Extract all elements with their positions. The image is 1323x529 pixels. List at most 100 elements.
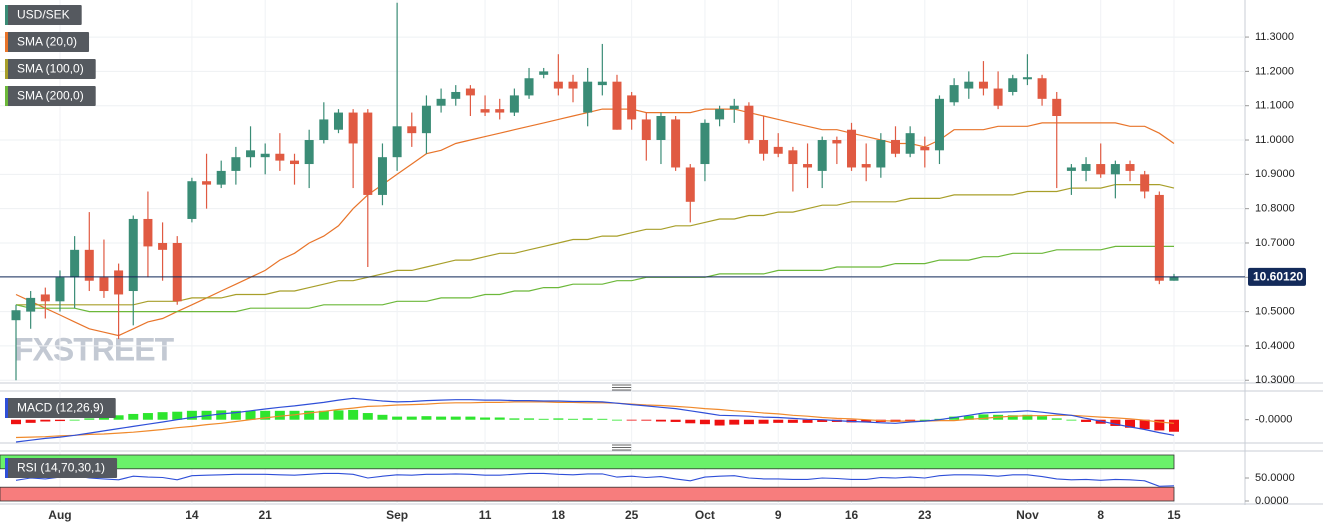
legend-box [5, 5, 82, 25]
legend-box [5, 398, 116, 418]
histogram-bar [230, 410, 241, 420]
candle-body [861, 164, 871, 168]
histogram-bar [406, 416, 417, 420]
legend-swatch [5, 398, 8, 418]
histogram-bar [743, 419, 754, 425]
histogram-bar [142, 413, 153, 420]
candle-body [465, 88, 475, 96]
histogram-bar [905, 419, 916, 421]
legend-item: RSI (14,70,30,1) [5, 458, 118, 478]
candle-body [1081, 164, 1091, 171]
candle-body [993, 88, 1003, 106]
histogram-bar [1169, 419, 1179, 432]
candle-body [392, 126, 402, 158]
sma-line [16, 184, 1175, 306]
candle-body [451, 91, 461, 99]
candle-body [202, 181, 212, 185]
candle-body [934, 98, 944, 151]
legend-swatch [5, 86, 8, 106]
histogram-bar [392, 416, 403, 420]
candle-body [641, 119, 651, 141]
candle-body [1154, 194, 1164, 281]
histogram-bar [861, 419, 872, 422]
histogram-bar [670, 419, 681, 422]
candle-body [275, 153, 285, 161]
overbought-band [0, 454, 1175, 470]
histogram-bar [597, 418, 608, 420]
candle-body [964, 81, 974, 89]
legend-item: USD/SEK [5, 5, 82, 25]
histogram-bar [69, 419, 80, 421]
x-tick-label: Nov [1016, 508, 1039, 522]
y-tick-label: 0.0000 [1255, 495, 1289, 507]
candle-body [568, 81, 578, 89]
legend-swatch [5, 5, 8, 25]
x-tick-label: 8 [1097, 508, 1104, 522]
x-tick-label: Aug [48, 508, 71, 522]
x-tick-label: 21 [259, 508, 273, 522]
y-tick-label: 10.9000 [1255, 168, 1295, 180]
candle-body [744, 105, 754, 141]
candle-body [1169, 276, 1179, 281]
histogram-bar [1081, 419, 1092, 422]
candle-body [700, 122, 710, 165]
last-price-box [1248, 267, 1306, 286]
y-tick-label: 11.2000 [1255, 65, 1294, 77]
candle-body [1140, 174, 1150, 192]
candle-body [143, 218, 153, 247]
histogram-bar [98, 416, 109, 420]
histogram-bar [1007, 415, 1018, 420]
grid [0, 0, 1245, 504]
legend-label: RSI (14,70,30,1) [17, 461, 105, 475]
legend-label: SMA (200,0) [17, 89, 84, 103]
candle-body [920, 146, 930, 151]
candle-body [246, 150, 256, 158]
histogram-bar [802, 419, 813, 423]
y-tick-label: 11.3000 [1255, 31, 1294, 43]
candle-body [1096, 164, 1106, 175]
candle-body [627, 95, 637, 120]
candle-body [1066, 167, 1076, 171]
histogram-bar [582, 418, 593, 420]
y-tick-label: 11.0000 [1255, 134, 1294, 146]
candle-body [978, 81, 988, 89]
histogram-bar [128, 413, 139, 420]
candle-body [847, 129, 857, 168]
candle-body [803, 164, 813, 168]
legend-box [5, 59, 96, 79]
histogram-bar [919, 419, 930, 421]
candle-body [715, 109, 725, 120]
legend-item: MACD (12,26,9) [5, 398, 116, 418]
candle-body [671, 119, 681, 168]
histogram-bar [54, 419, 65, 422]
legend-swatch [5, 458, 8, 478]
candle-body [11, 310, 21, 321]
histogram-bar [362, 413, 373, 420]
sma-line [15, 108, 1175, 337]
histogram-bar [186, 410, 197, 420]
candle-body [685, 167, 695, 202]
histogram-bar [480, 417, 491, 420]
histogram-bar [157, 412, 168, 420]
histogram-bar [978, 414, 989, 420]
macd-line [15, 397, 1175, 443]
pane-grip[interactable] [612, 444, 632, 451]
marks [0, 2, 1245, 502]
candle-body [304, 140, 314, 165]
candle-body [890, 140, 900, 154]
x-tick-label: 23 [918, 508, 932, 522]
candle-body [40, 294, 50, 302]
candle-body [290, 160, 300, 165]
histogram-bar [494, 417, 505, 420]
histogram-bar [949, 416, 960, 420]
histogram-bar [260, 410, 271, 420]
histogram-bar [685, 419, 696, 424]
pane-grip[interactable] [612, 384, 632, 391]
histogram-bar [436, 416, 447, 420]
candle-body [949, 85, 959, 103]
candle-body [1008, 78, 1018, 92]
histogram-bar [538, 418, 549, 420]
histogram-bar [729, 419, 740, 425]
x-tick-label: 25 [625, 508, 639, 522]
